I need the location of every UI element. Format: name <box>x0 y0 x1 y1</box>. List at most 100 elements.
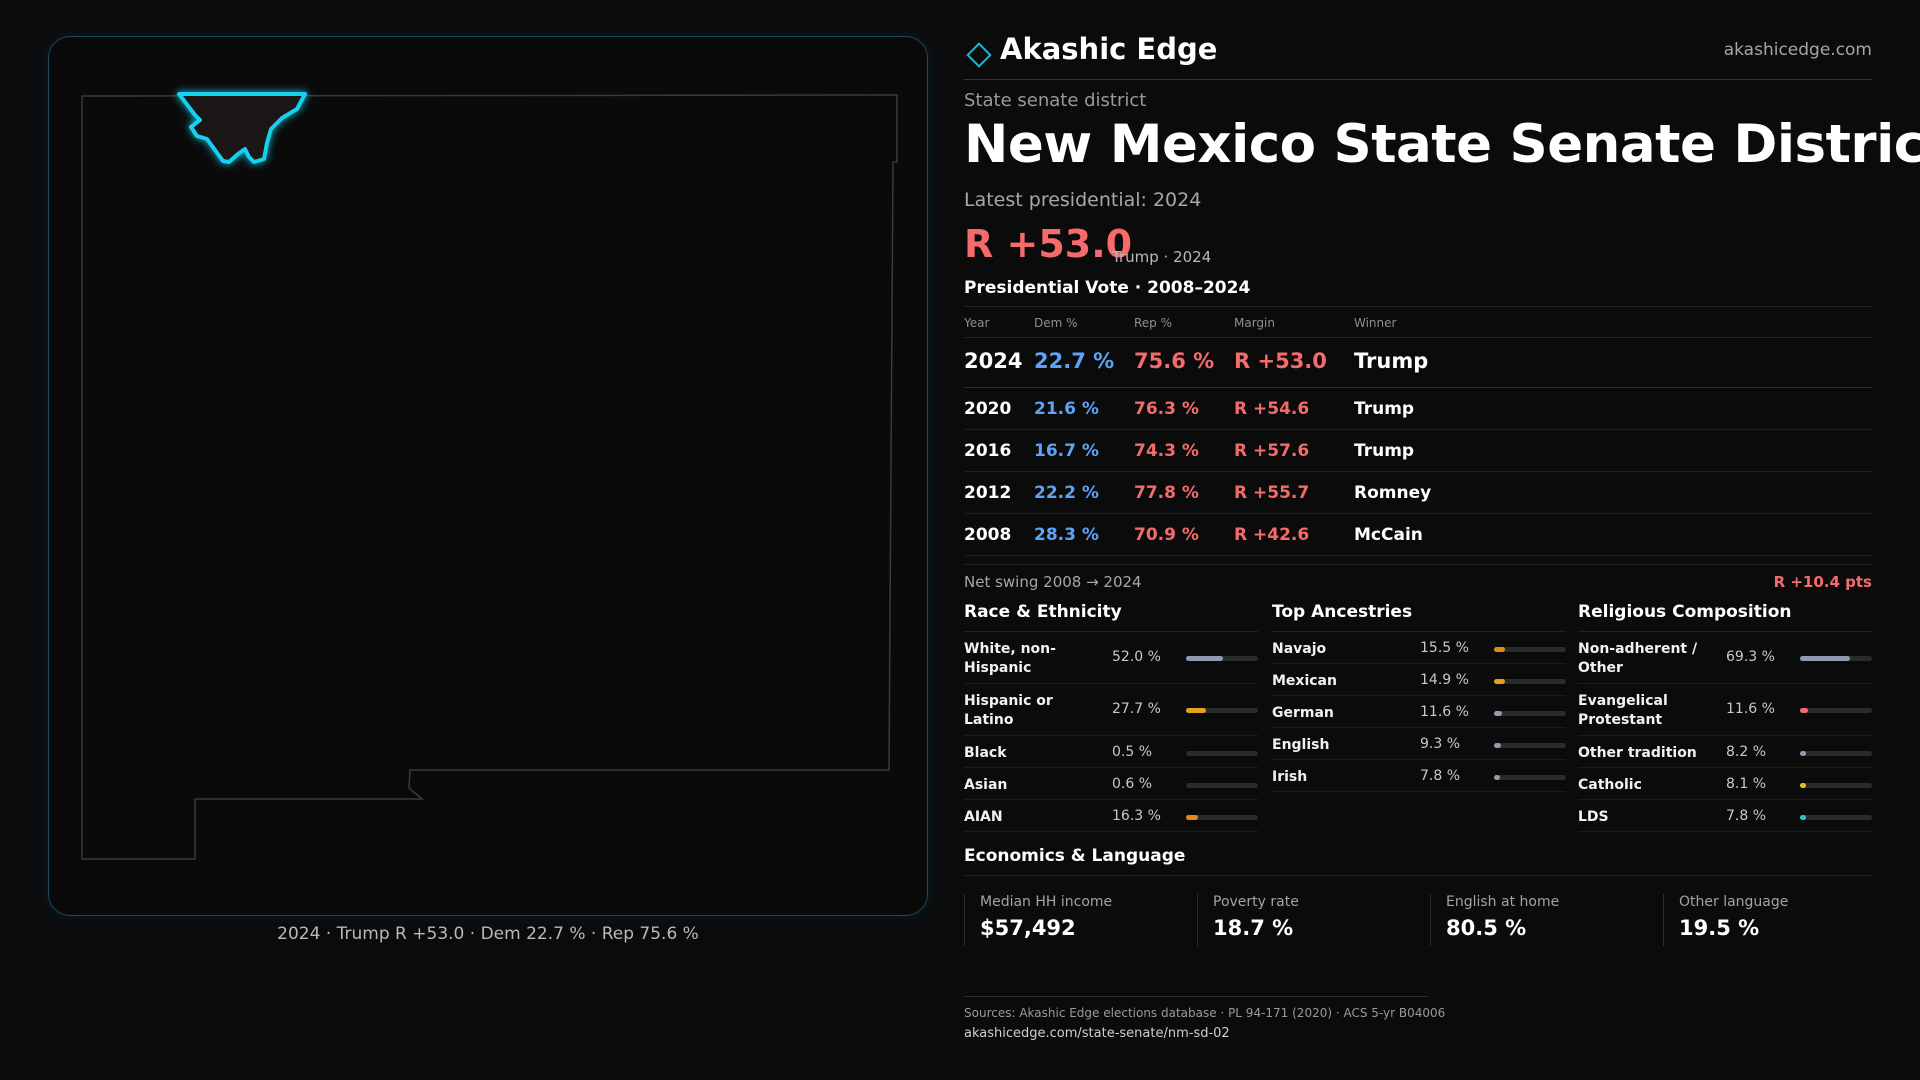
ancestry-label: English <box>1272 737 1330 753</box>
row-rep: 77.8 % <box>1134 483 1199 503</box>
diamond-logo-icon <box>966 42 992 68</box>
district-shape[interactable] <box>177 92 307 164</box>
ancestry-label: Mexican <box>1272 673 1337 689</box>
card-separator <box>1430 894 1431 946</box>
econ-card-other-language: Other language 19.5 % <box>1663 890 1885 946</box>
ancestry-label: German <box>1272 705 1334 721</box>
sources-text: Sources: Akashic Edge elections database… <box>964 1006 1446 1020</box>
race-percent: 52.0 % <box>1112 649 1161 665</box>
row-rep: 76.3 % <box>1134 399 1199 419</box>
page-url-link[interactable]: akashicedge.com/state-senate/nm-sd-02 <box>964 1026 1230 1041</box>
econ-card-english: English at home 80.5 % <box>1430 890 1652 946</box>
religion-bar-fill <box>1800 815 1806 820</box>
race-bar-fill <box>1186 815 1198 820</box>
race-row: Hispanic or Latino 27.7 % <box>964 684 1258 736</box>
race-bar-track <box>1186 708 1258 713</box>
column-rep: Rep % <box>1134 316 1173 330</box>
religion-bar-fill <box>1800 751 1806 756</box>
religion-label: Catholic <box>1578 777 1642 793</box>
econ-label: English at home <box>1446 894 1560 910</box>
econ-value: 18.7 % <box>1213 916 1294 940</box>
row-dem: 16.7 % <box>1034 441 1099 461</box>
ancestry-row: German 11.6 % <box>1272 696 1566 728</box>
row-winner: Trump <box>1354 399 1415 419</box>
religious-composition-panel: Religious Composition Non-adherent / Oth… <box>1578 600 1872 832</box>
religion-percent: 7.8 % <box>1726 808 1767 824</box>
table-row: 2012 22.2 % 77.8 % R +55.7 Romney <box>964 472 1872 514</box>
brand-name: Akashic Edge <box>1000 32 1218 66</box>
religion-percent: 69.3 % <box>1726 649 1775 665</box>
religion-row: LDS 7.8 % <box>1578 800 1872 832</box>
religion-bar-fill <box>1800 783 1806 788</box>
page-title: New Mexico State Senate District 2 <box>964 114 1920 175</box>
top-ancestries-title: Top Ancestries <box>1272 600 1566 632</box>
religion-bar-track <box>1800 783 1872 788</box>
race-row: AIAN 16.3 % <box>964 800 1258 832</box>
district-map-panel[interactable] <box>48 36 928 916</box>
latest-margin-subtitle: Trump · 2024 <box>1112 248 1212 266</box>
econ-card-income: Median HH income $57,492 <box>964 890 1186 946</box>
row-dem: 21.6 % <box>1034 399 1099 419</box>
religion-bar-track <box>1800 708 1872 713</box>
row-year: 2024 <box>964 349 1023 373</box>
ancestry-percent: 15.5 % <box>1420 640 1469 656</box>
row-margin: R +42.6 <box>1234 525 1310 545</box>
brand-bar: Akashic Edge akashicedge.com <box>964 30 1872 80</box>
row-dem: 28.3 % <box>1034 525 1099 545</box>
economics-language-title: Economics & Language <box>964 846 1186 866</box>
row-margin: R +57.6 <box>1234 441 1310 461</box>
ancestry-percent: 7.8 % <box>1420 768 1461 784</box>
ancestry-row: Mexican 14.9 % <box>1272 664 1566 696</box>
row-rep: 74.3 % <box>1134 441 1199 461</box>
ancestry-percent: 11.6 % <box>1420 704 1469 720</box>
sources-divider <box>964 996 1428 997</box>
religion-row: Non-adherent / Other 69.3 % <box>1578 632 1872 684</box>
card-separator <box>1663 894 1664 946</box>
race-label: Black <box>964 745 1007 761</box>
religion-label: Other tradition <box>1578 745 1697 761</box>
econ-label: Median HH income <box>980 894 1113 910</box>
brand-url[interactable]: akashicedge.com <box>1723 40 1872 60</box>
race-row: Asian 0.6 % <box>964 768 1258 800</box>
table-row: 2020 21.6 % 76.3 % R +54.6 Trump <box>964 388 1872 430</box>
top-ancestries-panel: Top Ancestries Navajo 15.5 % Mexican 14.9 %… <box>1272 600 1566 792</box>
district-map[interactable] <box>49 37 929 917</box>
ancestry-bar-fill <box>1494 679 1505 684</box>
religion-bar-track <box>1800 656 1872 661</box>
religion-row: Other tradition 8.2 % <box>1578 736 1872 768</box>
religion-percent: 8.2 % <box>1726 744 1767 760</box>
race-label: Asian <box>964 777 1008 793</box>
row-winner: Trump <box>1354 349 1429 373</box>
race-bar-track <box>1186 815 1258 820</box>
econ-label: Other language <box>1679 894 1789 910</box>
table-header: Year Dem % Rep % Margin Winner <box>964 306 1872 338</box>
row-dem: 22.2 % <box>1034 483 1099 503</box>
ancestry-bar-fill <box>1494 743 1501 748</box>
column-dem: Dem % <box>1034 316 1078 330</box>
ancestry-label: Navajo <box>1272 641 1327 657</box>
ancestry-bar-track <box>1494 679 1566 684</box>
race-label: Hispanic or Latino <box>964 693 1053 728</box>
econ-label: Poverty rate <box>1213 894 1299 910</box>
religion-bar-fill <box>1800 656 1850 661</box>
ancestry-row: English 9.3 % <box>1272 728 1566 760</box>
economics-divider <box>964 875 1872 876</box>
row-margin: R +55.7 <box>1234 483 1310 503</box>
race-ethnicity-title: Race & Ethnicity <box>964 600 1258 632</box>
race-row: White, non-Hispanic 52.0 % <box>964 632 1258 684</box>
ancestry-row: Navajo 15.5 % <box>1272 632 1566 664</box>
econ-value: 19.5 % <box>1679 916 1760 940</box>
row-winner: McCain <box>1354 525 1423 545</box>
column-year: Year <box>964 316 990 330</box>
religion-row: Evangelical Protestant 11.6 % <box>1578 684 1872 736</box>
ancestry-label: Irish <box>1272 769 1308 785</box>
religion-row: Catholic 8.1 % <box>1578 768 1872 800</box>
table-row: 2008 28.3 % 70.9 % R +42.6 McCain <box>964 514 1872 556</box>
column-margin: Margin <box>1234 316 1275 330</box>
table-row: 2024 22.7 % 75.6 % R +53.0 Trump <box>964 338 1872 388</box>
race-ethnicity-panel: Race & Ethnicity White, non-Hispanic 52.0… <box>964 600 1258 832</box>
card-separator <box>1197 894 1198 946</box>
econ-value: $57,492 <box>980 916 1076 940</box>
race-bar-track <box>1186 656 1258 661</box>
race-label: AIAN <box>964 809 1003 825</box>
